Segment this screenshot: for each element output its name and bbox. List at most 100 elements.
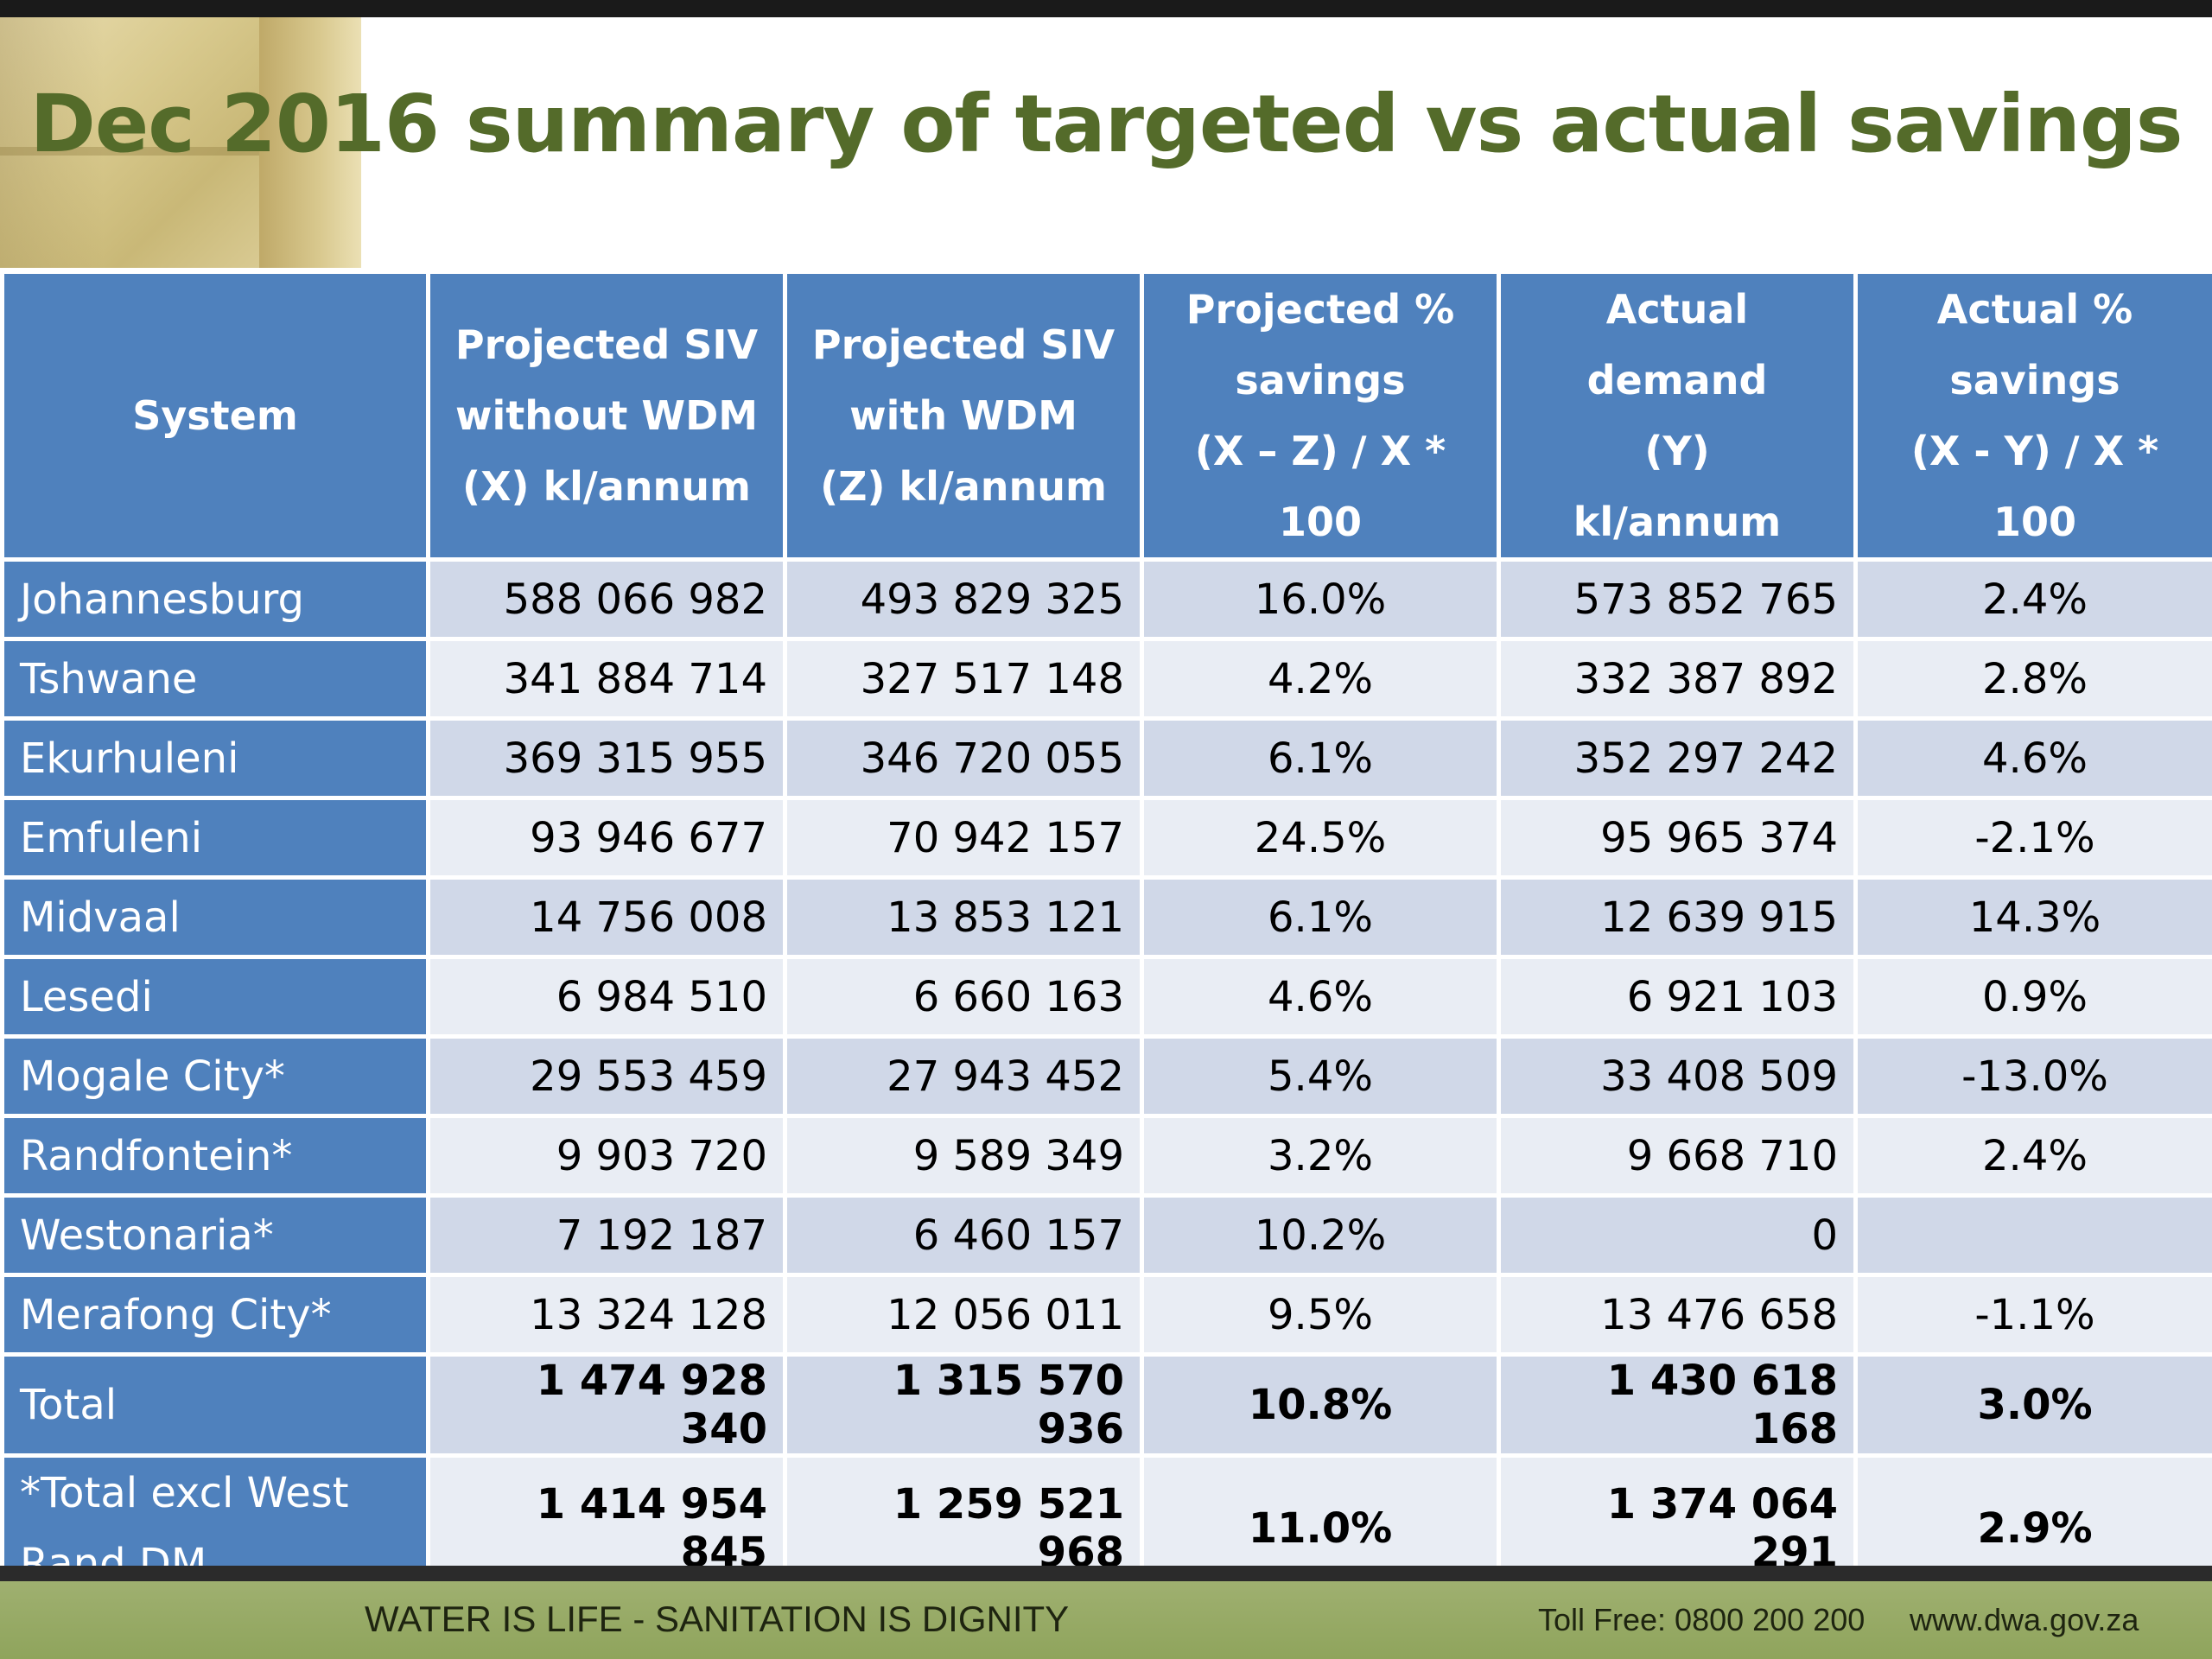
building-photo	[0, 17, 361, 268]
cell-actual-demand: 1 430 618 168	[1497, 1352, 1858, 1458]
header-line: kl/annum	[1573, 499, 1782, 545]
cell-projected-without-wdm: 7 192 187	[426, 1193, 787, 1277]
cell-projected-with-wdm: 13 853 121	[783, 875, 1144, 959]
cell-actual-savings: 3.0%	[1853, 1352, 2212, 1458]
cell-actual-savings: -13.0%	[1853, 1034, 2212, 1118]
header-line: Projected %	[1185, 286, 1455, 333]
cell-projected-without-wdm: 341 884 714	[426, 637, 787, 721]
header-line: System	[132, 392, 298, 439]
cell-system: Johannesburg	[0, 557, 430, 641]
cell-projected-savings: 6.1%	[1140, 875, 1501, 959]
footer-slogan: WATER IS LIFE - SANITATION IS DIGNITY	[365, 1599, 1070, 1639]
cell-actual-savings: 14.3%	[1853, 875, 2212, 959]
header-line: Projected SIV	[454, 321, 759, 368]
cell-projected-without-wdm: 13 324 128	[426, 1273, 787, 1357]
table-row: Emfuleni 93 946 677 70 942 157 24.5% 95 …	[0, 796, 2212, 880]
header-line: (Y)	[1644, 428, 1710, 474]
cell-projected-savings: 6.1%	[1140, 716, 1501, 800]
header-actual-demand: Actual demand (Y) kl/annum	[1497, 270, 1858, 562]
cell-system: Ekurhuleni	[0, 716, 430, 800]
header-line: Actual demand	[1586, 286, 1768, 404]
cell-actual-savings: 4.6%	[1853, 716, 2212, 800]
cell-projected-savings: 4.2%	[1140, 637, 1501, 721]
header-row: System Projected SIV without WDM (X) kl/…	[0, 270, 2212, 562]
cell-projected-without-wdm: 1 474 928 340	[426, 1352, 787, 1458]
header-line: Projected SIV	[811, 321, 1116, 368]
cell-projected-with-wdm: 346 720 055	[783, 716, 1144, 800]
cell-actual-savings: -2.1%	[1853, 796, 2212, 880]
footer-bar: WATER IS LIFE - SANITATION IS DIGNITY To…	[0, 1581, 2212, 1659]
cell-actual-demand: 33 408 509	[1497, 1034, 1858, 1118]
cell-projected-with-wdm: 1 315 570 936	[783, 1352, 1144, 1458]
header-line: without WDM	[454, 392, 759, 439]
header-line: savings	[1235, 357, 1406, 404]
photo-column	[259, 17, 361, 268]
cell-projected-savings: 5.4%	[1140, 1034, 1501, 1118]
total-row: Total 1 474 928 340 1 315 570 936 10.8% …	[0, 1352, 2212, 1458]
table-row: Randfontein* 9 903 720 9 589 349 3.2% 9 …	[0, 1114, 2212, 1198]
photo-shade	[0, 17, 104, 268]
cell-actual-savings: -1.1%	[1853, 1273, 2212, 1357]
header-actual-savings: Actual % savings (X - Y) / X * 100	[1853, 270, 2212, 562]
cell-projected-without-wdm: 93 946 677	[426, 796, 787, 880]
cell-system: Merafong City*	[0, 1273, 430, 1357]
table-row: Mogale City* 29 553 459 27 943 452 5.4% …	[0, 1034, 2212, 1118]
table-row: Johannesburg 588 066 982 493 829 325 16.…	[0, 557, 2212, 641]
cell-projected-with-wdm: 12 056 011	[783, 1273, 1144, 1357]
cell-actual-demand: 95 965 374	[1497, 796, 1858, 880]
cell-system: Total	[0, 1352, 430, 1458]
cell-system: Emfuleni	[0, 796, 430, 880]
header-line: (Z) kl/annum	[820, 463, 1107, 510]
cell-projected-with-wdm: 327 517 148	[783, 637, 1144, 721]
cell-system: Lesedi	[0, 955, 430, 1039]
table-row: Tshwane 341 884 714 327 517 148 4.2% 332…	[0, 637, 2212, 721]
cell-projected-without-wdm: 369 315 955	[426, 716, 787, 800]
cell-projected-savings: 24.5%	[1140, 796, 1501, 880]
cell-system: Westonaria*	[0, 1193, 430, 1277]
table-row: Ekurhuleni 369 315 955 346 720 055 6.1% …	[0, 716, 2212, 800]
cell-actual-savings: 0.9%	[1853, 955, 2212, 1039]
header-line: Actual %	[1936, 286, 2133, 333]
cell-projected-savings: 16.0%	[1140, 557, 1501, 641]
header-line: with WDM	[849, 392, 1077, 439]
header-line: (X - Y) / X * 100	[1910, 428, 2159, 545]
cell-system: Midvaal	[0, 875, 430, 959]
header-projected-without-wdm: Projected SIV without WDM (X) kl/annum	[426, 270, 787, 562]
cell-actual-demand: 12 639 915	[1497, 875, 1858, 959]
cell-system: Tshwane	[0, 637, 430, 721]
cell-actual-demand: 352 297 242	[1497, 716, 1858, 800]
header-line: savings	[1949, 357, 2120, 404]
cell-actual-demand: 6 921 103	[1497, 955, 1858, 1039]
cell-projected-without-wdm: 588 066 982	[426, 557, 787, 641]
cell-projected-savings: 3.2%	[1140, 1114, 1501, 1198]
table-row: Westonaria* 7 192 187 6 460 157 10.2% 0	[0, 1193, 2212, 1277]
slide-title: Dec 2016 summary of targeted vs actual s…	[29, 78, 2183, 170]
cell-projected-with-wdm: 27 943 452	[783, 1034, 1144, 1118]
cell-projected-with-wdm: 6 660 163	[783, 955, 1144, 1039]
cell-projected-savings: 10.8%	[1140, 1352, 1501, 1458]
table-row: Lesedi 6 984 510 6 660 163 4.6% 6 921 10…	[0, 955, 2212, 1039]
header-projected-savings: Projected % savings (X – Z) / X * 100	[1140, 270, 1501, 562]
cell-actual-savings: 2.4%	[1853, 1114, 2212, 1198]
footer-divider	[0, 1566, 2212, 1581]
cell-projected-without-wdm: 29 553 459	[426, 1034, 787, 1118]
cell-projected-with-wdm: 9 589 349	[783, 1114, 1144, 1198]
cell-projected-with-wdm: 6 460 157	[783, 1193, 1144, 1277]
footer-website-link[interactable]: www.dwa.gov.za	[1910, 1602, 2139, 1637]
cell-actual-demand: 0	[1497, 1193, 1858, 1277]
header-line: (X – Z) / X * 100	[1194, 428, 1446, 545]
cell-projected-savings: 10.2%	[1140, 1193, 1501, 1277]
cell-actual-savings: 2.8%	[1853, 637, 2212, 721]
cell-projected-with-wdm: 493 829 325	[783, 557, 1144, 641]
cell-actual-savings	[1853, 1193, 2212, 1277]
cell-actual-demand: 332 387 892	[1497, 637, 1858, 721]
header-line: (X) kl/annum	[462, 463, 751, 510]
cell-projected-with-wdm: 70 942 157	[783, 796, 1144, 880]
cell-actual-demand: 13 476 658	[1497, 1273, 1858, 1357]
cell-projected-savings: 4.6%	[1140, 955, 1501, 1039]
header-system: System	[0, 270, 430, 562]
cell-projected-without-wdm: 6 984 510	[426, 955, 787, 1039]
table-row: Midvaal 14 756 008 13 853 121 6.1% 12 63…	[0, 875, 2212, 959]
cell-projected-without-wdm: 14 756 008	[426, 875, 787, 959]
cell-actual-savings: 2.4%	[1853, 557, 2212, 641]
